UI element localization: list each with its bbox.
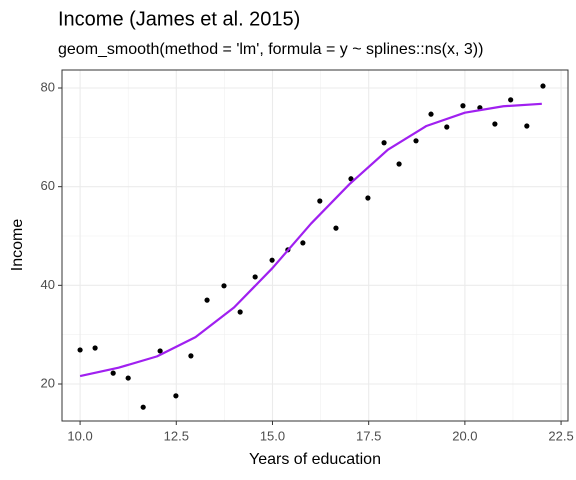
point [125, 375, 131, 381]
point [413, 138, 419, 144]
point [92, 345, 98, 351]
fit-line [79, 102, 542, 378]
point [252, 274, 258, 280]
x-tick-label: 15.0 [260, 428, 285, 443]
point [317, 198, 323, 204]
y-tick-label: 20 [41, 375, 55, 390]
point [540, 83, 546, 89]
y-tick-label: 80 [41, 79, 55, 94]
x-tick-label: 10.0 [67, 428, 92, 443]
y-tick-label: 60 [41, 178, 55, 193]
point [492, 121, 498, 127]
point [221, 283, 227, 289]
point [365, 195, 371, 201]
x-tick-label: 20.0 [452, 428, 477, 443]
point [237, 309, 243, 315]
point [157, 348, 163, 354]
point [333, 225, 339, 231]
point [204, 297, 210, 303]
chart-subtitle: geom_smooth(method = 'lm', formula = y ~… [58, 41, 483, 58]
point [110, 370, 116, 376]
point [348, 176, 354, 182]
point [173, 393, 179, 399]
point [77, 347, 83, 353]
point [269, 257, 275, 263]
chart-title: Income (James et al. 2015) [58, 8, 300, 30]
y-tick-label: 40 [41, 277, 55, 292]
point [508, 97, 514, 103]
point [524, 123, 530, 129]
panel-border [61, 69, 569, 422]
x-axis-label: Years of education [249, 451, 381, 468]
x-tick-label: 12.5 [164, 428, 189, 443]
point [381, 140, 387, 146]
point [428, 111, 434, 117]
point [396, 161, 402, 167]
x-tick-label: 17.5 [356, 428, 381, 443]
point [140, 404, 146, 410]
point [444, 124, 450, 130]
y-axis-label: Income [9, 219, 26, 272]
point [460, 103, 466, 109]
point [188, 353, 194, 359]
point [300, 240, 306, 246]
x-tick-label: 22.5 [548, 428, 573, 443]
